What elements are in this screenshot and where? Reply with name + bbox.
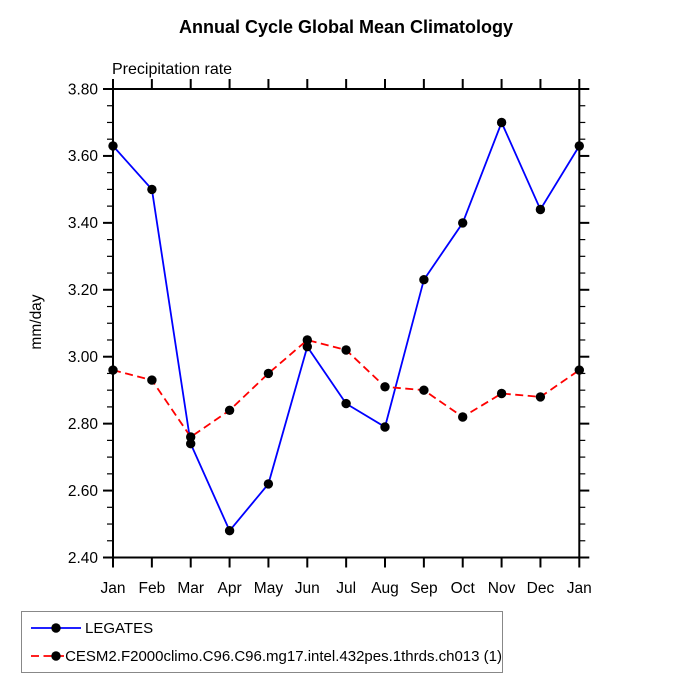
legend-line-sample-solid [31, 623, 81, 633]
data-point [341, 345, 351, 355]
data-point [535, 204, 546, 215]
data-point [458, 218, 468, 228]
x-tick-label: Apr [218, 580, 242, 597]
chart-legend: LEGATES CESM2.F2000climo.C96.C96.mg17.in… [21, 611, 503, 673]
data-point [419, 385, 429, 395]
y-tick-label: 2.40 [68, 550, 99, 567]
data-point [419, 275, 429, 285]
data-point [302, 335, 312, 345]
series-line-0 [112, 120, 581, 533]
x-tick-label: Dec [527, 580, 555, 597]
axes-layer: 2.40 2.60 2.80 3.00 3.20 3.40 3.60 3.80 Jan Feb Ma… [68, 79, 592, 597]
data-point [302, 342, 312, 352]
data-point [224, 526, 235, 536]
data-point [574, 141, 584, 151]
legend-line-sample-dashed [31, 651, 66, 661]
y-tick-label: 3.20 [68, 282, 99, 299]
y-tick-label: 3.60 [68, 148, 99, 165]
x-tick-label: Feb [138, 580, 165, 597]
data-point [574, 365, 584, 375]
data-point [186, 439, 196, 449]
data-point [108, 141, 118, 151]
chart-title: Annual Cycle Global Mean Climatology [179, 17, 513, 37]
x-tick-label: Jan [567, 580, 592, 597]
y-tick-label: 2.60 [68, 483, 99, 500]
data-point [341, 398, 351, 409]
plot-frame [112, 88, 581, 559]
data-point [496, 117, 507, 128]
legend-label: LEGATES [85, 619, 154, 637]
data-point [186, 432, 196, 442]
y-tick-label: 3.40 [68, 215, 99, 232]
data-point [263, 479, 274, 489]
x-tick-label: Jul [336, 580, 356, 597]
x-tick-label: Aug [371, 580, 399, 597]
data-point [380, 382, 390, 392]
legend-entry-legates: LEGATES [27, 614, 502, 642]
data-point [147, 184, 157, 195]
x-tick-label: Jun [295, 580, 320, 597]
data-point [108, 365, 118, 375]
chart-subtitle: Precipitation rate [112, 61, 232, 78]
x-tick-label: Oct [451, 580, 476, 597]
legend-sample-marker [51, 623, 61, 633]
x-tick-label: Mar [177, 580, 204, 597]
data-point [380, 422, 390, 432]
series-layer [108, 117, 584, 536]
x-tick-label: Jan [101, 580, 126, 597]
x-tick-label: May [254, 580, 284, 597]
data-point [263, 368, 274, 379]
x-tick-label: Sep [410, 580, 438, 597]
legend-sample-marker [51, 651, 61, 661]
data-point [535, 392, 546, 402]
legend-entry-cesm2: CESM2.F2000climo.C96.C96.mg17.intel.432p… [27, 642, 502, 670]
y-tick-label: 3.80 [68, 81, 99, 98]
data-point [496, 388, 507, 399]
y-tick-label: 3.00 [68, 349, 99, 366]
y-tick-label: 2.80 [68, 416, 99, 433]
legend-label: CESM2.F2000climo.C96.C96.mg17.intel.432p… [65, 647, 502, 665]
data-point [458, 412, 468, 422]
y-axis-label: mm/day [28, 294, 45, 349]
data-point [224, 405, 235, 415]
annual-cycle-line-chart: Annual Cycle Global Mean Climatology Pre… [28, 17, 592, 597]
data-point [147, 375, 157, 385]
x-tick-label: Nov [488, 580, 516, 597]
